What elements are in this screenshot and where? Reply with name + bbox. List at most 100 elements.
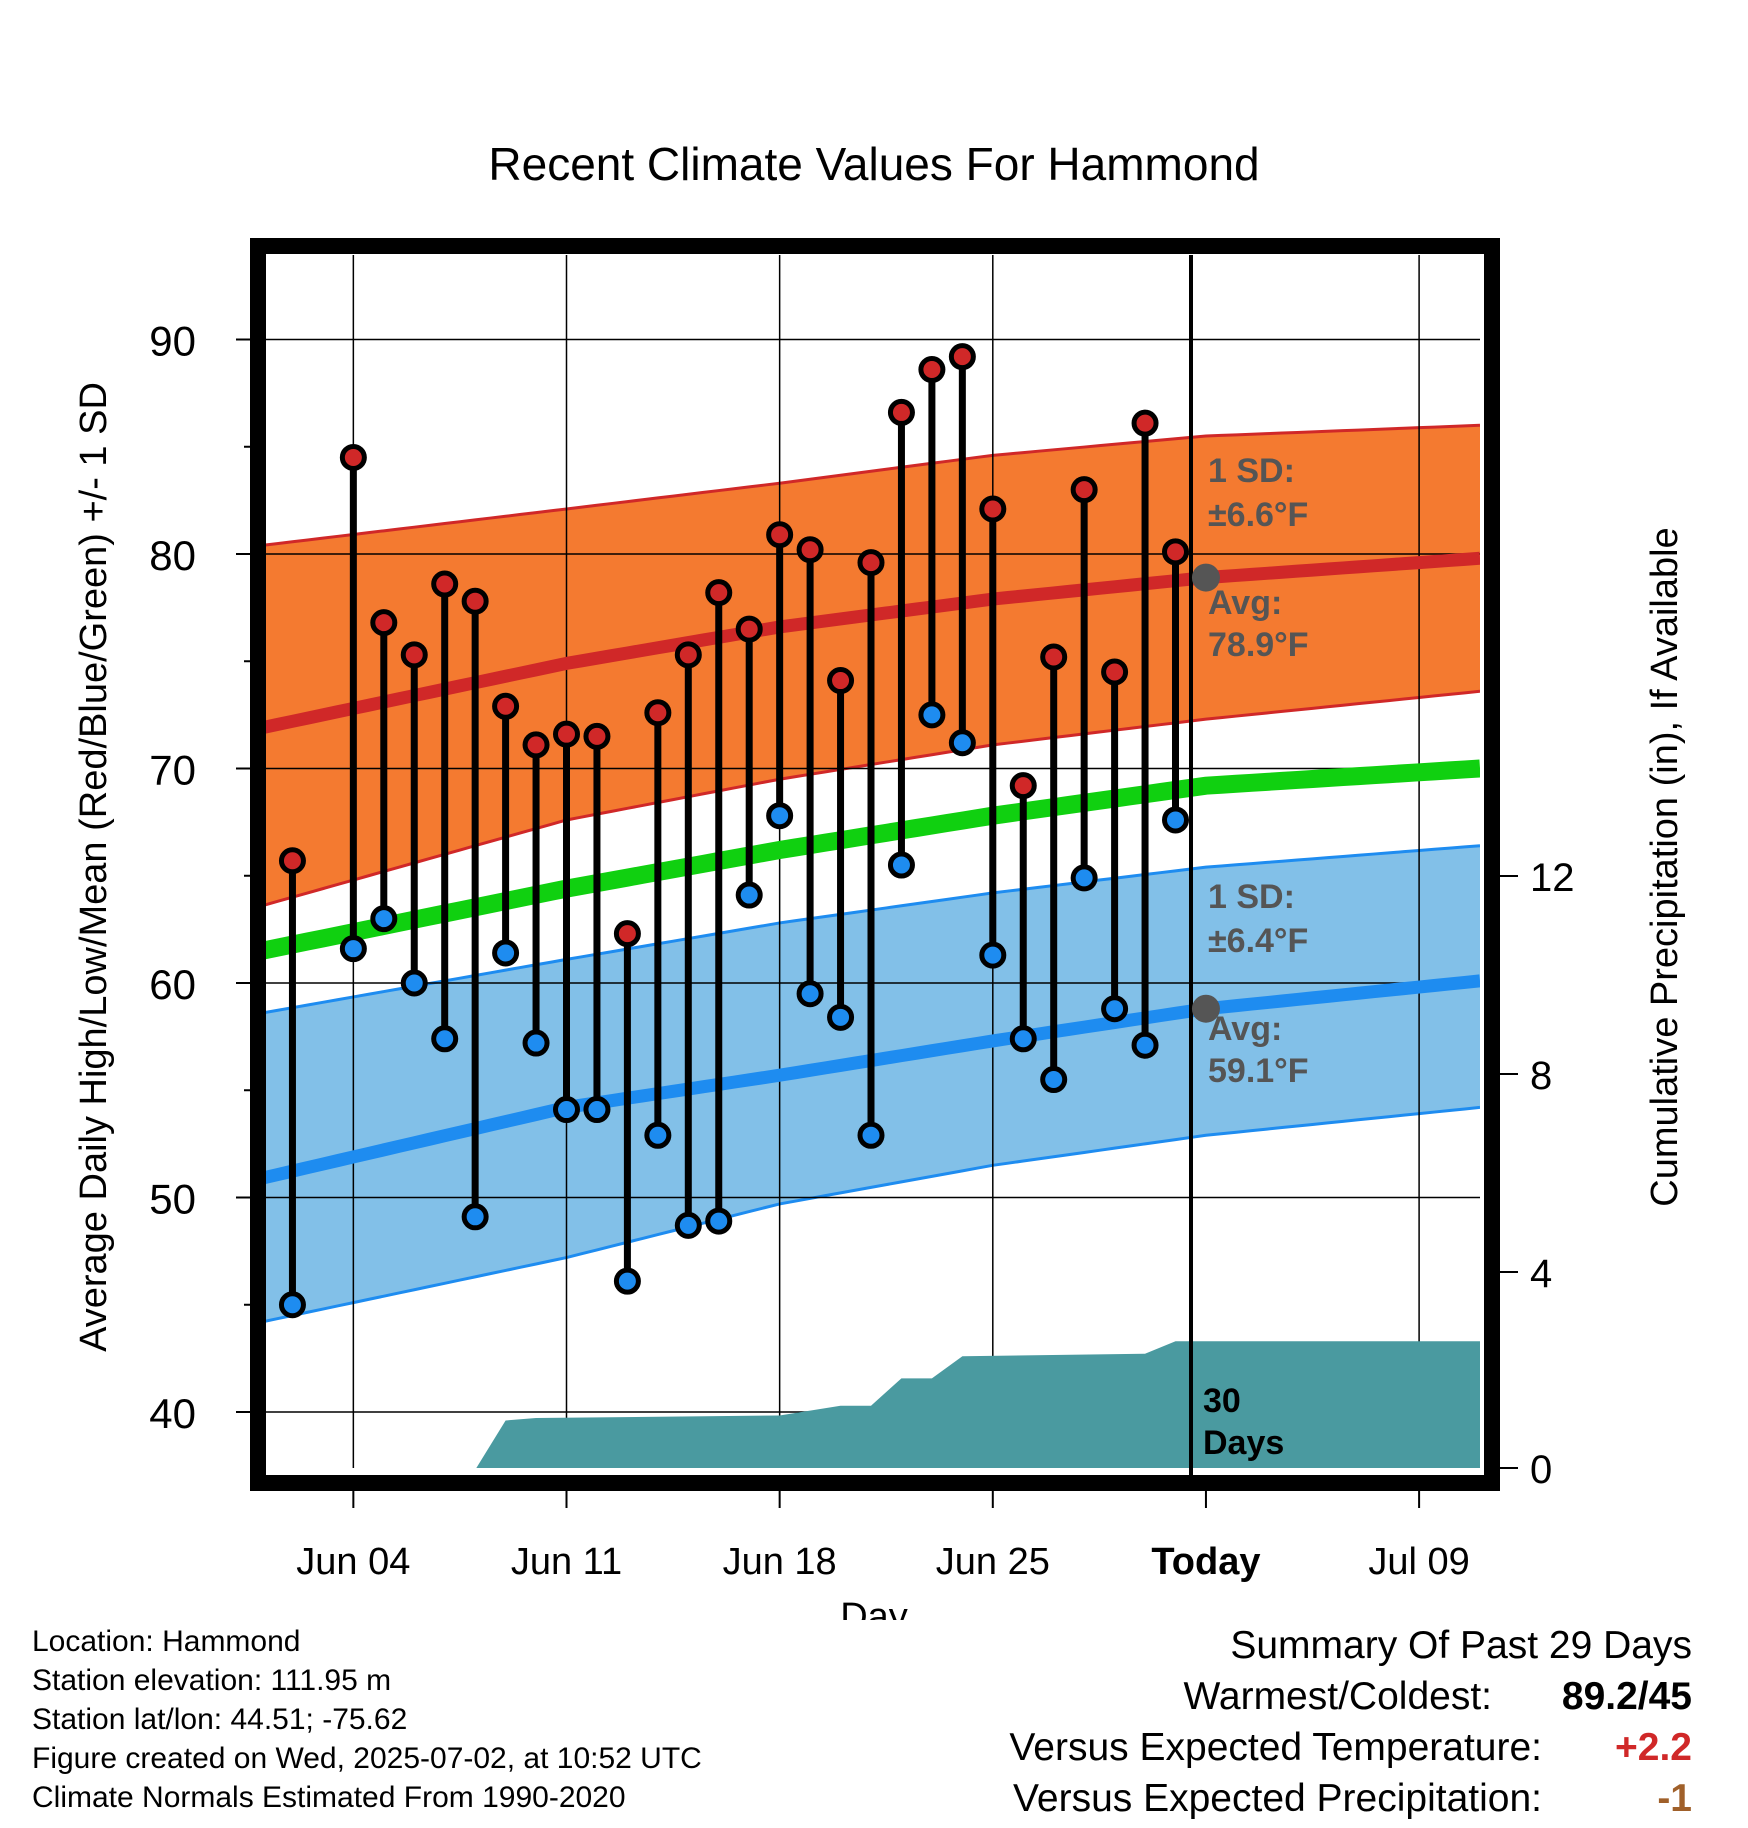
today-high-avg-marker (1191, 563, 1220, 592)
summary-warm-cold-value: 89.2/45 (1561, 1675, 1692, 1718)
summary-heading: Summary Of Past 29 Days (1230, 1624, 1692, 1667)
observed-low-point (766, 802, 794, 830)
y-tick-label-40: 40 (149, 1390, 196, 1437)
y-axis-label: Average Daily High/Low/Mean (Red/Blue/Gr… (73, 382, 115, 1352)
observed-low-point (705, 1207, 733, 1235)
summary-warm-cold-row: Warmest/Coldest: 89.2/45 (792, 1671, 1692, 1722)
observed-low-point (613, 1267, 641, 1295)
observed-low-point (583, 1096, 611, 1124)
observed-high-point (522, 731, 550, 759)
observed-low-point (400, 969, 428, 997)
observed-high-point (644, 699, 672, 727)
observed-high-point (796, 536, 824, 564)
y-tick-label-60: 60 (149, 961, 196, 1008)
observed-values (278, 343, 1189, 1319)
y2-tick-label-12: 12 (1530, 856, 1575, 900)
low-avg-value: 59.1°F (1208, 1052, 1309, 1090)
observed-low-point (492, 939, 520, 967)
observed-low-point (674, 1211, 702, 1239)
observed-high-point (918, 356, 946, 384)
high-sd-value: ±6.6°F (1208, 496, 1308, 534)
x-tick-label-today: Today (1151, 1541, 1260, 1583)
station-info: Location: Hammond Station elevation: 111… (32, 1622, 702, 1817)
observed-high-point (553, 720, 580, 748)
observed-low-point (1162, 806, 1189, 834)
y-tick-label-80: 80 (149, 532, 196, 579)
low-sd-value: ±6.4°F (1208, 922, 1308, 960)
y-tick-label-50: 50 (149, 1176, 196, 1223)
climate-chart: Recent Climate Values For Hammond 1 SD: ±… (73, 138, 1686, 1620)
observed-low-point (461, 1203, 489, 1231)
observed-high-point (674, 641, 702, 669)
observed-high-point (1070, 476, 1098, 504)
high-avg-value: 78.9°F (1208, 626, 1309, 664)
observed-high-point (1101, 658, 1129, 686)
y2-tick-label-0: 0 (1530, 1448, 1552, 1492)
observed-high-point (1009, 772, 1037, 800)
footer-elevation: Station elevation: 111.95 m (32, 1664, 392, 1697)
summary-precip-value: -1 (1657, 1777, 1692, 1820)
observed-high-point (979, 495, 1007, 523)
observed-low-point (1070, 864, 1098, 892)
observed-low-point (918, 701, 946, 729)
observed-low-point (644, 1121, 672, 1149)
summary-precip-row: Versus Expected Precipitation: -1 (792, 1773, 1692, 1824)
observed-low-point (796, 980, 824, 1008)
x-tick-label-jun-25: Jun 25 (936, 1541, 1050, 1583)
summary-warm-cold-label: Warmest/Coldest: (1183, 1675, 1492, 1718)
observed-high-point (613, 920, 641, 948)
footer-location: Location: Hammond (32, 1625, 301, 1658)
observed-low-point (431, 1025, 459, 1053)
plot-area (262, 255, 1480, 1468)
observed-high-point (766, 521, 794, 549)
observed-high-point (339, 443, 367, 471)
low-avg-label: Avg: (1208, 1010, 1282, 1048)
observed-high-point (370, 609, 398, 637)
summary-temp-value: +2.2 (1615, 1726, 1692, 1769)
window-label-number: 30 (1203, 1382, 1241, 1420)
y2-axis-label: Cumulative Precipitation (in), If Availa… (1644, 527, 1686, 1206)
today-low-avg-marker (1191, 994, 1220, 1023)
observed-low-point (827, 1003, 855, 1031)
observed-high-point (1131, 409, 1159, 437)
observed-low-point (1101, 995, 1129, 1023)
low-sd-label: 1 SD: (1208, 878, 1295, 916)
observed-high-point (735, 615, 763, 643)
observed-low-point (979, 941, 1007, 969)
observed-high-point (948, 343, 976, 371)
footer-latlon: Station lat/lon: 44.51; -75.62 (32, 1703, 408, 1736)
y2-tick-label-4: 4 (1530, 1252, 1552, 1296)
observed-low-point (370, 905, 398, 933)
observed-high-point (492, 692, 520, 720)
high-sd-label: 1 SD: (1208, 452, 1295, 490)
y2-tick-label-8: 8 (1530, 1054, 1552, 1098)
x-tick-label-jun-18: Jun 18 (723, 1541, 837, 1583)
x-tick-label-jul-09: Jul 09 (1368, 1541, 1469, 1583)
precip-area (262, 1341, 1480, 1468)
high-sd-band-upper-edge (262, 423, 1480, 547)
observed-high-point (583, 722, 611, 750)
observed-high-point (461, 587, 489, 615)
observed-high-point (857, 549, 885, 577)
high-avg-label: Avg: (1208, 584, 1282, 622)
footer-created: Figure created on Wed, 2025-07-02, at 10… (32, 1742, 702, 1775)
precipitation-area (262, 1341, 1480, 1468)
observed-high-point (1162, 538, 1189, 566)
observed-high-point (705, 579, 733, 607)
observed-low-point (735, 881, 763, 909)
observed-low-point (1009, 1025, 1037, 1053)
observed-high-point (431, 570, 459, 598)
observed-high-point (400, 641, 428, 669)
today-markers (1191, 563, 1220, 1023)
observed-high-point (1040, 643, 1068, 671)
chart-title: Recent Climate Values For Hammond (488, 138, 1259, 190)
low-sd-band-lower-edge (262, 1105, 1480, 1324)
window-label-text: Days (1203, 1424, 1284, 1462)
observed-low-point (887, 851, 915, 879)
axes: 40 50 60 70 80 90 0 4 8 12 Jun 04 Jun 11 Jun 18 Jun 2… (149, 318, 1574, 1584)
footer-normals: Climate Normals Estimated From 1990-2020 (32, 1781, 626, 1814)
observed-low-point (1131, 1031, 1159, 1059)
observed-low-point (857, 1121, 885, 1149)
plot-frame (250, 238, 1500, 1491)
summary-temp-label: Versus Expected Temperature: (1009, 1726, 1542, 1769)
